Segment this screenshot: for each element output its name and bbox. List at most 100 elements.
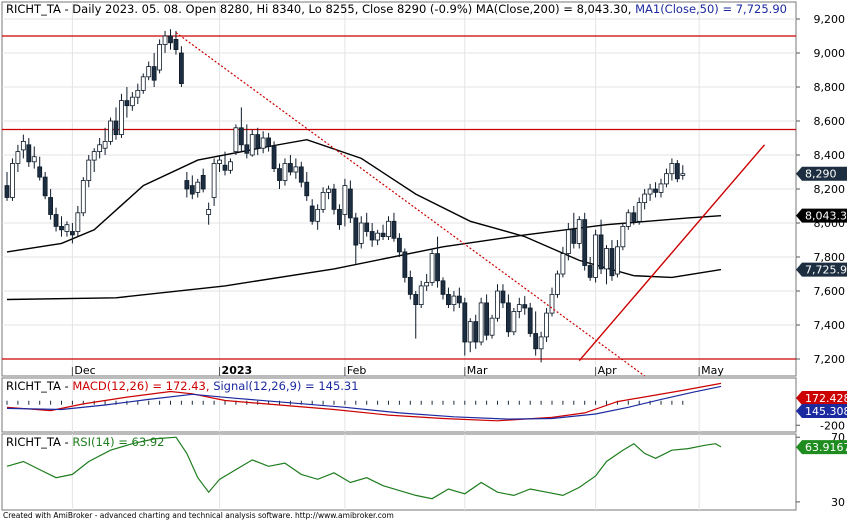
candle-body — [533, 333, 539, 350]
candle-body — [440, 280, 446, 295]
candle-body — [413, 293, 419, 305]
date-label: Feb — [347, 364, 366, 377]
candle — [467, 318, 473, 353]
candle-body — [500, 290, 506, 304]
candle-body — [402, 251, 408, 278]
candle — [293, 158, 299, 179]
horizontal-levels — [2, 35, 796, 360]
candle-body — [544, 312, 549, 338]
macd-panel: RICHT_TA - MACD(12,26) = 172.43, Signal(… — [1, 377, 797, 433]
candle — [178, 46, 184, 87]
candle-body — [598, 234, 604, 270]
candle — [478, 297, 484, 346]
price-tick-label: 9,000 — [814, 47, 846, 60]
macd-panel-border — [1, 377, 797, 433]
footer-credit: Created with AmiBroker - advanced charti… — [3, 511, 394, 520]
candle-body — [587, 265, 593, 278]
candle — [266, 132, 272, 152]
candle — [620, 223, 626, 251]
candle — [282, 158, 288, 186]
candle-body — [320, 191, 326, 210]
candle-body — [59, 225, 64, 231]
candle — [653, 182, 658, 198]
candle — [304, 172, 310, 201]
candle-body — [342, 185, 348, 215]
candle — [549, 287, 555, 317]
candle-body — [37, 166, 43, 178]
candle-body — [162, 35, 168, 45]
candle-body — [48, 197, 53, 215]
candle-body — [255, 134, 261, 149]
candle — [391, 212, 397, 242]
candle — [440, 277, 446, 300]
candle-body — [358, 222, 364, 244]
price-tick-label: 8,200 — [814, 183, 846, 196]
candle — [380, 224, 386, 240]
candle — [424, 274, 430, 291]
candle-body — [233, 127, 239, 153]
candle-body — [124, 100, 130, 107]
candle-body — [647, 188, 653, 195]
candle-body — [495, 290, 500, 319]
macd-lines — [6, 382, 722, 422]
candles — [4, 29, 686, 363]
candle — [80, 177, 86, 217]
candle-body — [102, 140, 108, 149]
ma50-badge: 7,725.9 — [796, 262, 847, 277]
candle-body — [560, 253, 566, 275]
candle-body — [315, 208, 321, 222]
candle-body — [298, 166, 304, 183]
ma200-badge: 8,043.3 — [796, 208, 847, 223]
candle — [664, 168, 669, 188]
ma200-badge-label: 8,043.3 — [805, 210, 847, 223]
candle — [309, 199, 315, 225]
signal-badge-shape — [796, 404, 847, 418]
candle-body — [260, 137, 266, 149]
macd-grid — [71, 378, 700, 432]
candle — [255, 127, 261, 155]
candle — [669, 158, 675, 181]
candle-body — [653, 188, 658, 193]
candle-body — [615, 246, 620, 275]
candle-body — [97, 144, 103, 153]
candle-body — [189, 185, 195, 195]
candle-body — [347, 188, 353, 219]
candle-body — [674, 163, 680, 180]
macd-badge-label: 172.428 — [805, 392, 850, 405]
macd-line — [6, 382, 722, 422]
candle-body — [53, 214, 59, 227]
candle-body — [380, 232, 386, 237]
candle — [129, 92, 135, 111]
candle-body — [15, 151, 21, 164]
candle-body — [151, 66, 157, 81]
candle — [26, 138, 32, 167]
candle-body — [206, 208, 212, 215]
candle — [347, 180, 353, 223]
candle-body — [636, 202, 642, 222]
candle-body — [140, 76, 146, 91]
candle-body — [369, 231, 375, 241]
candle — [386, 216, 391, 240]
date-label: Dec — [74, 364, 95, 377]
candle — [20, 134, 26, 159]
price-axis: 9,2009,0008,8008,6008,4008,2008,0007,800… — [796, 13, 845, 366]
price-title: RICHT_TA - Daily 2023. 05. 08. Open 8280… — [6, 2, 787, 16]
candle-body — [473, 321, 479, 343]
candle-body — [31, 156, 37, 163]
ma200-line — [6, 215, 722, 301]
signal-badge: 145.308 — [796, 404, 850, 418]
rsi-badge-label: 63.9167 — [805, 441, 850, 454]
price-tick-label: 8,800 — [814, 81, 846, 94]
candle — [582, 212, 588, 271]
price-tick-label: 9,200 — [814, 13, 846, 26]
candle — [435, 236, 440, 288]
candle — [544, 308, 549, 342]
candle — [642, 189, 648, 210]
candle — [533, 311, 539, 356]
candle-body — [565, 229, 571, 255]
date-label: Mar — [467, 364, 488, 377]
candle-body — [266, 137, 272, 147]
candle-body — [75, 212, 81, 232]
candle — [413, 291, 419, 339]
